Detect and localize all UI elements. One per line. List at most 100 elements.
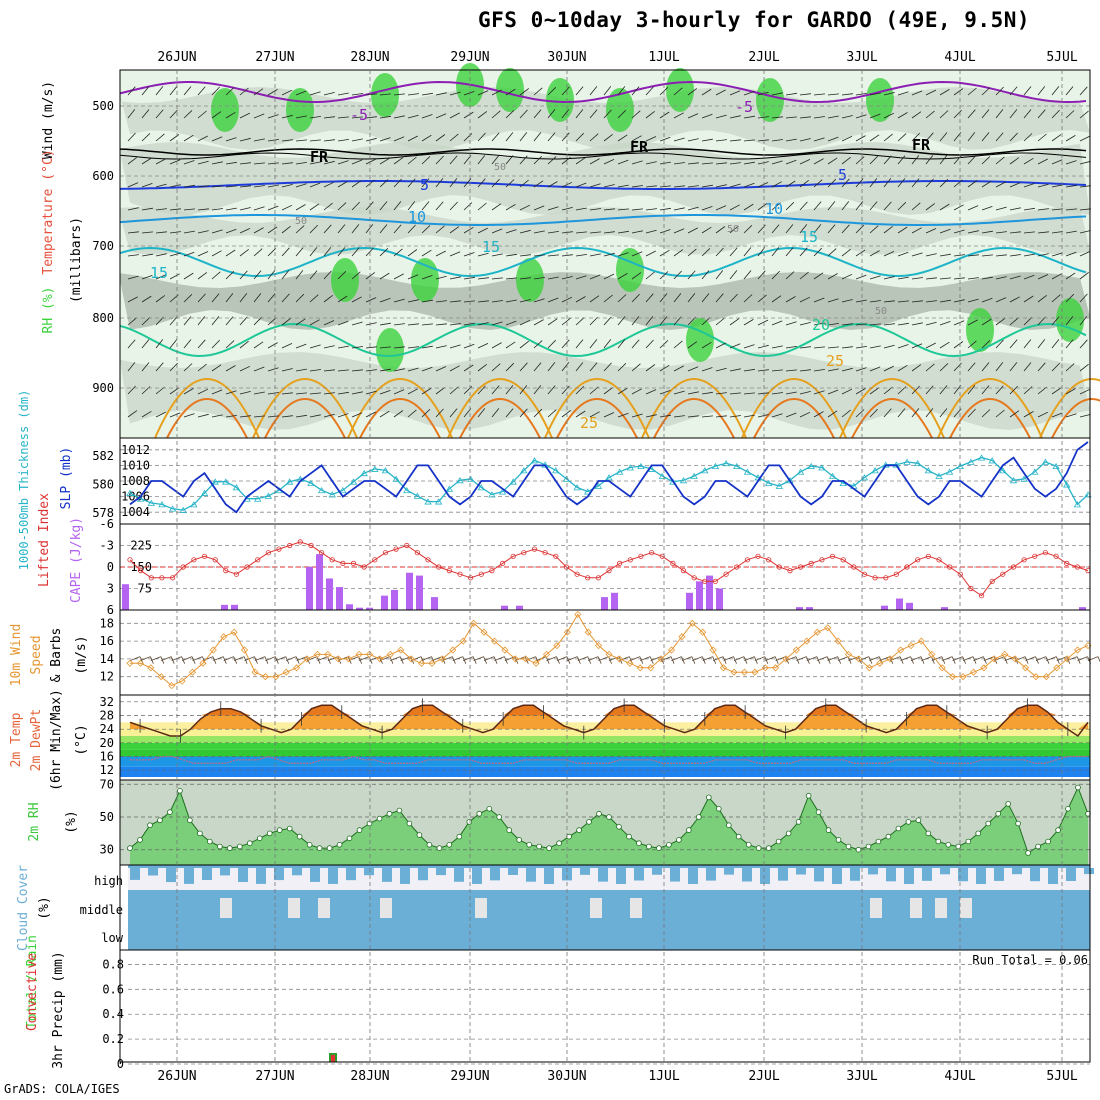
cloud-high-bar xyxy=(418,868,428,881)
rh-point xyxy=(147,822,153,828)
contour-label: -5 xyxy=(735,98,753,116)
wind-barb xyxy=(911,90,923,96)
thickness-point xyxy=(775,482,784,489)
y-tick-temp: 20 xyxy=(100,736,114,750)
date-label-top: 1JUL xyxy=(648,50,679,65)
wind-barb xyxy=(841,93,853,96)
thickness-point xyxy=(945,468,954,475)
freezing-level-line xyxy=(119,148,1087,156)
wind-barb xyxy=(239,137,251,142)
wind-barb xyxy=(295,162,307,165)
wind-barb xyxy=(351,93,363,96)
li-point xyxy=(191,557,197,563)
ylabel-millibars: (millibars) xyxy=(69,217,84,303)
wind-barb xyxy=(911,322,923,326)
wind-barb xyxy=(575,182,587,188)
wind-barb xyxy=(631,316,640,326)
wind-barb xyxy=(421,114,433,119)
wind-barb xyxy=(1037,231,1049,234)
wind-barb xyxy=(715,415,727,418)
rh-point xyxy=(316,845,323,851)
wind-barb xyxy=(967,340,977,349)
wind-barb xyxy=(967,132,976,142)
wind-barb xyxy=(631,413,643,418)
wind-barb xyxy=(723,656,734,662)
wind-barb xyxy=(463,202,473,211)
wind-barb xyxy=(169,387,180,395)
wind-barb xyxy=(323,345,335,349)
y-tick-label: 500 xyxy=(92,99,114,113)
rh-point xyxy=(476,810,483,817)
wind-barb xyxy=(265,656,276,662)
wind-barb xyxy=(827,93,839,96)
wind-barb xyxy=(995,206,1007,211)
wind-barb xyxy=(477,252,489,257)
wind-barb xyxy=(379,93,391,96)
wind-barb xyxy=(211,229,223,234)
wind-barb xyxy=(813,369,825,372)
wind-barb xyxy=(225,137,237,142)
date-label-top: 2JUL xyxy=(748,50,779,65)
date-label-bottom: 29JUN xyxy=(450,1069,489,1084)
wind-speed-point xyxy=(938,664,946,672)
cloud-mid-clear xyxy=(318,898,330,918)
li-point xyxy=(893,571,900,577)
wind-speed-point xyxy=(980,664,988,672)
wind-barb xyxy=(603,387,614,395)
temp-band xyxy=(120,749,1090,757)
wind-barb xyxy=(939,363,949,372)
wind-barb xyxy=(799,93,811,96)
wind-speed-point xyxy=(605,650,613,658)
wind-barb xyxy=(1051,294,1061,303)
wind-barb xyxy=(547,362,556,372)
wind-barb xyxy=(617,86,626,96)
li-point xyxy=(776,564,782,570)
wind-barb xyxy=(253,227,264,234)
wind-barb xyxy=(967,408,976,418)
rh-point xyxy=(586,819,592,825)
wind-barb xyxy=(953,299,965,303)
cloud-level-label: low xyxy=(101,931,123,945)
rh-point xyxy=(835,837,842,843)
wind-barb xyxy=(1079,230,1091,234)
wind-barb xyxy=(421,366,433,372)
wind-barb xyxy=(813,137,825,142)
thickness-point xyxy=(871,467,879,474)
contour-label: FR xyxy=(630,138,649,156)
li-point xyxy=(595,575,602,581)
wind-barb xyxy=(421,656,432,662)
wind-barb xyxy=(127,385,136,395)
cloud-high-bar xyxy=(724,868,734,875)
wind-barb xyxy=(155,183,167,188)
wind-barb xyxy=(253,293,262,303)
wind-barb xyxy=(827,115,839,119)
wind-barb xyxy=(631,272,642,280)
wind-barb xyxy=(589,411,600,418)
wind-barb xyxy=(337,92,349,96)
wind-speed-point xyxy=(990,655,998,663)
li-point xyxy=(1074,564,1081,570)
wind-barb xyxy=(925,408,934,418)
wind-barb xyxy=(351,180,362,188)
wind-barb xyxy=(337,139,349,142)
wind-barb xyxy=(1065,363,1075,372)
wind-barb xyxy=(995,156,1005,165)
cloud-high-bar xyxy=(958,868,968,882)
wind-barb xyxy=(505,341,516,349)
wind-barb xyxy=(253,415,265,418)
wind-barb xyxy=(407,93,419,96)
wind-barb xyxy=(883,300,895,303)
wind-barb xyxy=(533,254,545,257)
wind-barb xyxy=(505,155,514,165)
wind-barb xyxy=(771,295,782,303)
li-point xyxy=(436,564,442,570)
wind-barb xyxy=(589,208,601,211)
cloud-high-bar xyxy=(400,868,410,884)
rh-point xyxy=(217,843,223,850)
wind-speed-point xyxy=(563,628,571,636)
wind-barb xyxy=(925,363,935,372)
wind-speed-point xyxy=(365,650,374,658)
wind-barb xyxy=(295,247,304,257)
rh-point xyxy=(1025,850,1031,856)
